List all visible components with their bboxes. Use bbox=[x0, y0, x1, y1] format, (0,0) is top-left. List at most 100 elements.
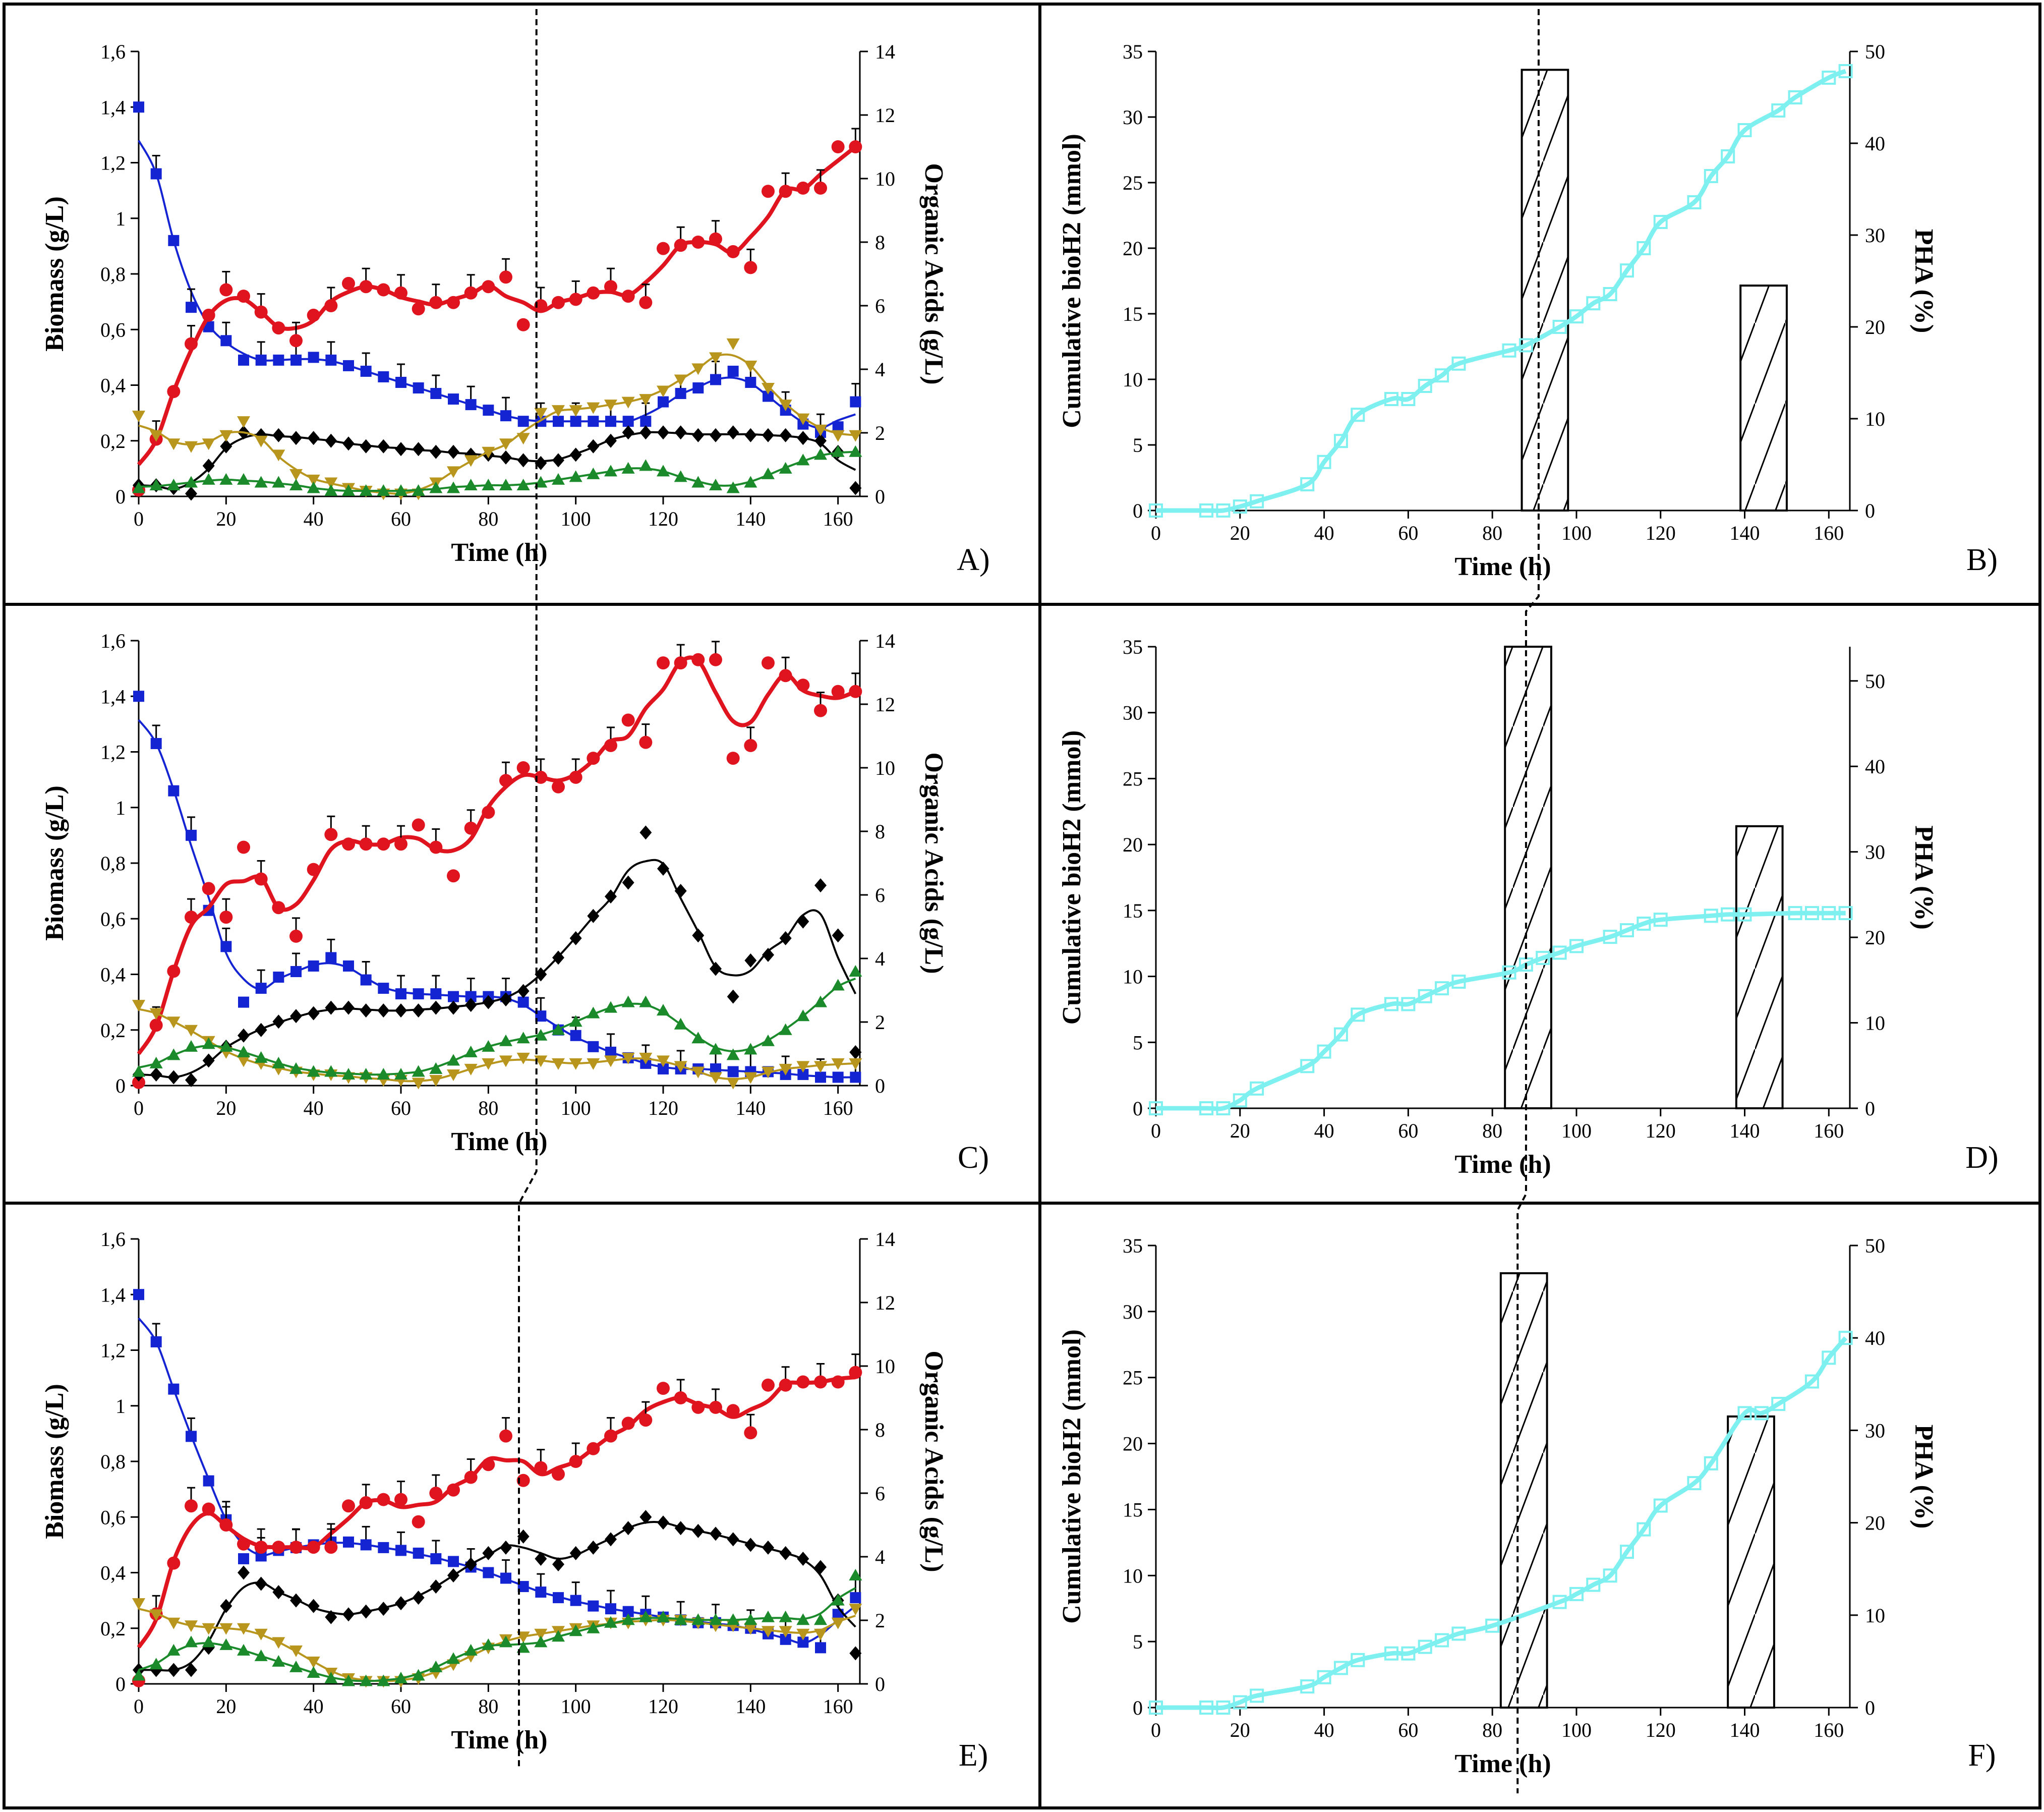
data-point bbox=[1569, 309, 1584, 324]
data-point bbox=[587, 752, 600, 765]
data-point bbox=[657, 242, 670, 255]
x-tick-label: 120 bbox=[1646, 522, 1676, 544]
data-point bbox=[167, 1617, 181, 1629]
data-point bbox=[412, 1591, 425, 1605]
data-point bbox=[133, 101, 144, 113]
data-point bbox=[1401, 1646, 1416, 1661]
data-point bbox=[219, 1638, 233, 1650]
data-point bbox=[552, 950, 564, 965]
data-point bbox=[727, 989, 739, 1004]
data-point bbox=[674, 1521, 687, 1536]
x-tick-label: 160 bbox=[823, 1097, 853, 1119]
data-point bbox=[273, 354, 284, 366]
data-point bbox=[1502, 965, 1516, 980]
data-point bbox=[639, 1510, 652, 1524]
data-point bbox=[1418, 1639, 1432, 1654]
data-point bbox=[1351, 1653, 1365, 1667]
y2-axis-title: PHA (%) bbox=[1909, 229, 1938, 333]
data-point bbox=[535, 1587, 547, 1598]
data-point bbox=[149, 1008, 163, 1020]
data-point bbox=[692, 428, 705, 442]
y-tick-label: 0,8 bbox=[100, 1450, 126, 1473]
data-point bbox=[1788, 90, 1802, 104]
x-tick-label: 0 bbox=[1151, 1119, 1161, 1142]
data-point bbox=[569, 1546, 582, 1560]
data-point bbox=[1838, 906, 1853, 921]
data-point bbox=[412, 1669, 425, 1681]
y-tick-label: 15 bbox=[1123, 1498, 1143, 1521]
data-point bbox=[499, 1635, 512, 1648]
data-point bbox=[377, 439, 390, 454]
data-point bbox=[429, 1487, 443, 1500]
data-point bbox=[831, 140, 845, 153]
data-point bbox=[1536, 950, 1550, 965]
data-point bbox=[429, 296, 443, 309]
data-point bbox=[744, 360, 757, 372]
y-tick-label: 1,4 bbox=[100, 96, 126, 119]
x-tick-label: 60 bbox=[391, 1695, 411, 1718]
data-point bbox=[499, 478, 512, 490]
data-point bbox=[587, 1006, 600, 1018]
data-point bbox=[395, 1545, 406, 1556]
data-point bbox=[377, 283, 390, 297]
data-point bbox=[1603, 1568, 1617, 1583]
data-point bbox=[1233, 1695, 1247, 1710]
series-line-cumulative_h2 bbox=[1156, 1336, 1848, 1711]
data-point bbox=[621, 290, 635, 303]
data-point bbox=[447, 1483, 460, 1497]
y-tick-label: 30 bbox=[1123, 106, 1143, 129]
data-point bbox=[500, 992, 512, 1007]
data-point bbox=[587, 439, 600, 454]
data-point bbox=[500, 450, 512, 465]
data-point bbox=[797, 431, 809, 445]
x-tick-label: 100 bbox=[561, 507, 591, 530]
y-tick-label: 1,6 bbox=[100, 1228, 126, 1251]
y-tick-label: 1,4 bbox=[100, 1283, 126, 1306]
data-point bbox=[482, 1058, 495, 1070]
data-point bbox=[849, 430, 862, 442]
data-point bbox=[413, 382, 424, 394]
y2-tick-label: 0 bbox=[1865, 1097, 1875, 1120]
y2-axis-title: PHA (%) bbox=[1909, 825, 1938, 930]
x-tick-label: 40 bbox=[1314, 1719, 1334, 1741]
data-point bbox=[343, 960, 354, 972]
y2-tick-label: 4 bbox=[875, 1546, 885, 1568]
y2-axis-title: Organic Acids (g/L) bbox=[919, 752, 948, 974]
data-point bbox=[307, 474, 320, 486]
data-point bbox=[622, 1606, 634, 1617]
data-point bbox=[814, 704, 827, 717]
data-point bbox=[709, 478, 722, 490]
data-point bbox=[1552, 1595, 1567, 1609]
data-point bbox=[587, 467, 600, 479]
y-tick-label: 20 bbox=[1123, 237, 1143, 260]
data-point bbox=[377, 1493, 390, 1506]
data-point bbox=[149, 430, 163, 442]
data-point bbox=[605, 416, 616, 427]
data-point bbox=[534, 1461, 548, 1475]
data-point bbox=[709, 1400, 722, 1414]
data-point bbox=[359, 280, 373, 294]
data-point bbox=[1552, 945, 1567, 960]
data-point bbox=[185, 337, 198, 351]
data-point bbox=[289, 1660, 303, 1672]
data-point bbox=[324, 1065, 338, 1077]
data-point bbox=[394, 1671, 407, 1683]
data-point bbox=[762, 1066, 775, 1079]
data-point bbox=[149, 478, 163, 490]
x-tick-label: 120 bbox=[648, 507, 678, 530]
y2-tick-label: 30 bbox=[1865, 841, 1885, 864]
data-point bbox=[412, 1515, 425, 1528]
y-tick-label: 0 bbox=[1133, 499, 1143, 522]
data-point bbox=[447, 1054, 460, 1066]
x-tick-label: 80 bbox=[478, 1097, 498, 1119]
data-point bbox=[691, 1613, 705, 1625]
data-point bbox=[762, 656, 775, 670]
data-point bbox=[255, 1023, 267, 1037]
data-point bbox=[219, 911, 233, 924]
data-point bbox=[605, 433, 617, 448]
y-axis-title: Cumulative bioH2 (mmol) bbox=[1058, 1329, 1086, 1624]
data-point bbox=[464, 1045, 478, 1057]
x-tick-label: 160 bbox=[1814, 1119, 1844, 1142]
y-tick-label: 0,8 bbox=[100, 263, 126, 286]
data-point bbox=[1216, 1101, 1231, 1115]
